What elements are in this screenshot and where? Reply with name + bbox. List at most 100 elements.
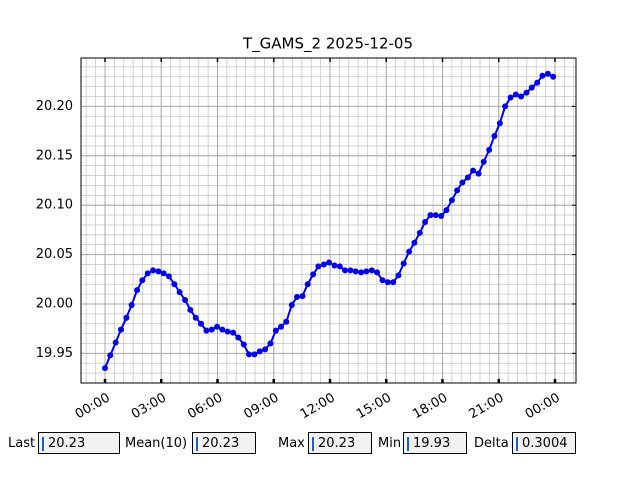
field-value[interactable]: 20.23 [192, 432, 256, 454]
plot-frame [80, 57, 577, 384]
data-point [278, 323, 285, 330]
data-point [299, 293, 306, 300]
data-point [251, 351, 258, 358]
data-point [283, 318, 290, 325]
x-tick-label: 00:00 [73, 391, 113, 423]
data-point [352, 268, 359, 275]
data-point [150, 267, 156, 274]
data-point [347, 267, 354, 274]
data-point [198, 320, 204, 327]
x-tick-label: 00:00 [523, 391, 563, 423]
data-point [448, 197, 455, 204]
data-point [400, 260, 407, 267]
field-label: Min [378, 436, 402, 451]
data-point [331, 262, 338, 269]
x-tick-label: 06:00 [185, 391, 225, 423]
data-point [507, 94, 514, 101]
field-label: Mean(10) [125, 436, 188, 451]
data-point [310, 271, 317, 278]
y-tick-label: 20.10 [36, 198, 73, 213]
data-point [134, 287, 141, 294]
chart-title: T_GAMS_2 2025-12-05 [242, 35, 413, 54]
data-point [544, 70, 551, 77]
data-point [539, 72, 546, 79]
x-tick-label: 18:00 [410, 391, 450, 423]
data-point [464, 174, 471, 181]
field-value[interactable]: 0.3004 [512, 432, 576, 454]
data-point [475, 170, 482, 177]
x-tick-label: 21:00 [467, 391, 507, 423]
x-tick-label: 09:00 [242, 391, 282, 423]
data-point [502, 103, 509, 110]
data-point [368, 267, 375, 274]
data-point [256, 348, 263, 355]
y-tick-label: 19.95 [36, 346, 73, 361]
data-point [486, 146, 493, 153]
data-point [112, 339, 119, 346]
field-value[interactable]: 20.23 [308, 432, 372, 454]
data-point [128, 301, 135, 308]
data-point [411, 239, 418, 246]
data-point [267, 340, 274, 347]
x-tick-label: 15:00 [354, 391, 394, 423]
data-point [294, 294, 300, 301]
data-point [459, 179, 466, 186]
data-point [395, 272, 402, 279]
data-point [272, 327, 279, 334]
y-tick-label: 20.05 [36, 247, 73, 262]
data-point [171, 281, 178, 288]
data-point [246, 351, 252, 358]
x-tick-label: 03:00 [129, 391, 169, 423]
data-point [363, 268, 370, 275]
data-point [427, 212, 434, 219]
data-point [160, 270, 167, 277]
data-point [496, 120, 503, 127]
data-point [518, 93, 525, 100]
field-value[interactable]: 20.23 [38, 432, 120, 454]
data-point [155, 268, 162, 275]
y-tick-label: 20.20 [36, 99, 73, 114]
chart: T_GAMS_2 2025-12-05 19.95 20.00 20.05 20.10… [36, 35, 577, 423]
data-point [123, 314, 130, 321]
data-point [235, 334, 242, 341]
data-point [240, 341, 247, 348]
data-point [512, 91, 519, 98]
data-point [374, 269, 381, 276]
field-value[interactable]: 19.93 [403, 432, 467, 454]
field-label: Delta [474, 436, 509, 451]
data-point [384, 279, 391, 286]
data-point [342, 267, 348, 274]
x-tick-label: 12:00 [298, 391, 338, 423]
data-point [528, 84, 535, 91]
data-point [304, 281, 311, 288]
data-point [187, 306, 194, 313]
data-point [454, 187, 461, 194]
data-point [262, 346, 269, 353]
data-point [406, 248, 413, 255]
data-point [176, 289, 183, 296]
data-point [182, 297, 189, 304]
data-point [230, 329, 237, 336]
data-point [288, 301, 295, 308]
data-point [534, 79, 541, 86]
field-label: Last [8, 436, 36, 451]
data-point [192, 314, 199, 321]
data-point [139, 277, 146, 284]
data-point [523, 89, 530, 96]
data-point [326, 259, 333, 266]
data-point [102, 365, 108, 372]
data-point [165, 273, 172, 280]
data-point [117, 326, 124, 333]
data-point [422, 218, 429, 225]
data-point [224, 328, 231, 335]
data-point [390, 279, 397, 286]
data-point [432, 212, 439, 219]
data-point [470, 167, 477, 174]
data-point [438, 213, 445, 220]
data-point [214, 323, 221, 330]
data-point [320, 261, 327, 268]
data-point [144, 270, 151, 277]
field-label: Max [278, 436, 305, 451]
data-point [107, 352, 114, 359]
